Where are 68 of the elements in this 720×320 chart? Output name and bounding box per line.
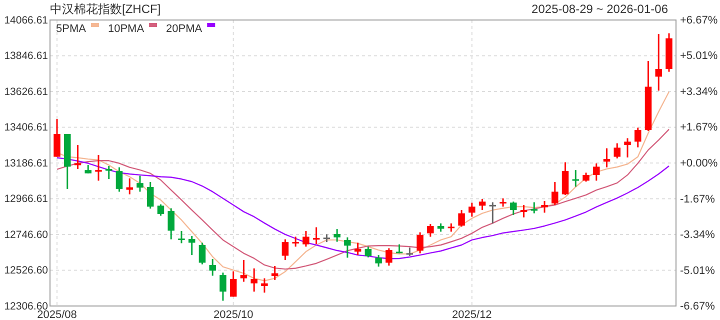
y-tick-label: 12526.60 [4, 264, 48, 277]
y-tick-label: 13406.61 [4, 122, 48, 134]
candlestick [302, 230, 310, 248]
candlestick [458, 209, 465, 228]
candlestick [427, 223, 434, 238]
candlestick [116, 166, 123, 192]
candlestick [468, 202, 476, 218]
y-tick-label: 13626.61 [4, 86, 48, 98]
y-tick-label: 13846.61 [4, 50, 48, 62]
candlestick [520, 204, 528, 218]
candlestick [291, 236, 300, 248]
candlestick [198, 242, 206, 266]
candlestick [230, 270, 237, 298]
candlestick [478, 198, 486, 211]
candlestick [562, 162, 569, 196]
y-tick-label: 12746.60 [4, 228, 48, 241]
y2-tick-label: -1.67% [680, 193, 716, 206]
y2-tick-label: -6.67% [680, 300, 716, 313]
candlestick [240, 259, 248, 282]
candlestick [572, 169, 580, 188]
candlestick [157, 204, 164, 216]
candlestick [593, 162, 600, 182]
candlestick [209, 258, 216, 276]
candlestick [488, 202, 497, 224]
y2-tick-label: -3.34% [680, 229, 716, 242]
candlestick [634, 126, 642, 148]
legend-label: 5PMA [56, 23, 87, 35]
candlestick [54, 118, 60, 158]
x-tick-label: 2025/12 [452, 308, 492, 320]
y2-tick-label: +3.34% [680, 86, 718, 98]
candlestick [541, 200, 548, 214]
candlestick [177, 230, 186, 244]
candlestick [624, 137, 631, 158]
y2-tick-label: -5.01% [680, 264, 716, 277]
y2-tick-label: +6.67% [680, 14, 718, 27]
candlestick [334, 228, 340, 242]
candlestick [552, 181, 558, 206]
candlestick [386, 248, 392, 266]
candlestick [603, 148, 610, 168]
y-tick-label: 12966.61 [4, 193, 48, 206]
candlestick [136, 175, 144, 192]
candlestick [168, 208, 174, 240]
y-tick-label: 13186.61 [4, 157, 48, 170]
line-series [56, 128, 670, 270]
candlestick [95, 154, 102, 182]
candlestick [375, 254, 382, 268]
candlestick [364, 246, 372, 258]
candlestick [250, 268, 258, 292]
candlestick [655, 33, 662, 92]
candlestick [261, 278, 268, 294]
candlestick [282, 238, 289, 261]
y2-tick-label: +0.00% [680, 158, 718, 170]
candlestick [146, 181, 154, 210]
chart-title: 中汉棉花指数[ZHCF] [50, 2, 161, 16]
candlestick [416, 232, 424, 254]
candlestick [510, 200, 517, 216]
x-tick-label: 2025/08 [37, 308, 77, 320]
y2-tick-label: +1.67% [680, 122, 718, 134]
candlestick [188, 235, 196, 256]
chart-subtitle: 2025-08-29 ~ 2026-01-06 [532, 2, 668, 16]
legend-label: 20PMA [166, 23, 203, 35]
candlestick [220, 272, 226, 302]
candlestick [344, 236, 351, 258]
y2-tick-label: +5.01% [680, 50, 718, 62]
y-tick-label: 14066.61 [4, 14, 48, 26]
x-tick-label: 2025/10 [213, 308, 254, 320]
candlestick [614, 142, 621, 160]
legend-label: 10PMA [108, 23, 145, 35]
